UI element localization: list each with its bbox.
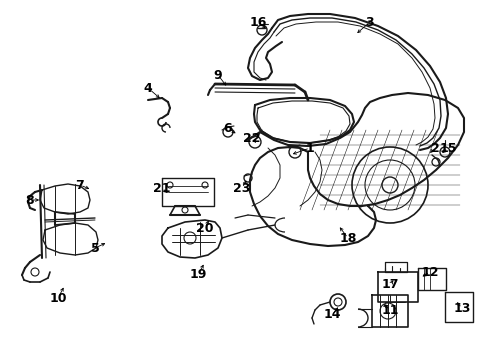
Text: 14: 14 [323, 309, 340, 321]
Text: 20: 20 [196, 221, 213, 234]
Text: 5: 5 [90, 242, 99, 255]
Text: 2: 2 [430, 141, 439, 154]
Text: 12: 12 [420, 266, 438, 279]
Text: 7: 7 [76, 179, 84, 192]
Text: 11: 11 [381, 303, 398, 316]
Text: 4: 4 [143, 81, 152, 95]
Text: 9: 9 [213, 68, 222, 81]
Text: 10: 10 [49, 292, 67, 305]
Text: 16: 16 [249, 15, 266, 28]
Text: 1: 1 [305, 141, 314, 154]
Text: 18: 18 [339, 231, 356, 244]
Text: 6: 6 [223, 122, 232, 135]
Text: 21: 21 [153, 181, 170, 194]
Text: 13: 13 [452, 302, 470, 315]
Text: 19: 19 [189, 269, 206, 282]
Text: 15: 15 [438, 141, 456, 154]
Text: 22: 22 [243, 131, 260, 144]
Text: 3: 3 [365, 15, 373, 28]
Text: 23: 23 [233, 181, 250, 194]
Text: 8: 8 [26, 194, 34, 207]
Text: 17: 17 [381, 279, 398, 292]
